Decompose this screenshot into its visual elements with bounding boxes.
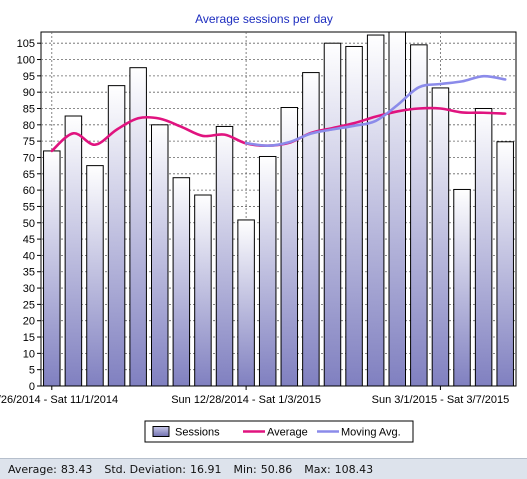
chart-svg: Average sessions per day 0 5 10 15 20 25 30 35 4… — [0, 12, 517, 443]
y-tick-label: 90 — [23, 87, 35, 99]
sessions-bar — [215, 125, 234, 387]
sessions-bar — [151, 124, 169, 387]
x-tick-label: Sun 3/1/2015 - Sat 3/7/2015 — [372, 394, 510, 406]
y-tick-label: 75 — [23, 136, 35, 148]
status-bar: Average: 83.43 Std. Deviation: 16.91 Min: 5… — [0, 458, 527, 479]
y-tick-label: 100 — [17, 55, 35, 67]
moving-avg-line — [244, 74, 507, 148]
sessions-bar — [474, 107, 493, 387]
y-tick-label: 45 — [23, 234, 35, 246]
y-tick-label: 35 — [23, 267, 35, 279]
x-tick-label: Sun 12/28/2014 - Sat 1/3/2015 — [171, 394, 321, 406]
stat-max-label: Max: — [304, 462, 331, 476]
sessions-bar — [345, 45, 363, 387]
sessions-bar — [172, 177, 191, 387]
y-tick-label: 60 — [23, 185, 35, 197]
sessions-bar — [453, 188, 471, 387]
stat-min: Min: 50.86 — [233, 463, 292, 476]
bars-layer — [43, 31, 514, 387]
y-tick-label: 40 — [23, 250, 35, 262]
sessions-bar — [86, 165, 104, 387]
sessions-bar — [366, 34, 385, 387]
sessions-bar — [323, 42, 342, 387]
y-tick-label: 10 — [23, 348, 35, 360]
stat-average-value: 83.43 — [60, 462, 93, 476]
sessions-bar — [496, 141, 514, 387]
stat-std-label: Std. Deviation: — [104, 462, 186, 476]
legend-swatch-sessions — [152, 426, 170, 437]
y-tick-label: 30 — [23, 283, 35, 295]
sessions-bar — [280, 107, 299, 387]
stat-average: Average: 83.43 — [8, 463, 92, 476]
y-tick-label: 80 — [23, 120, 35, 132]
sessions-bar — [194, 194, 212, 387]
sessions-bar — [43, 150, 61, 387]
y-tick-label: 25 — [23, 299, 35, 311]
legend-label: Moving Avg. — [341, 427, 401, 439]
sessions-bar — [237, 219, 255, 387]
sessions-bar — [129, 67, 147, 387]
legend-label: Sessions — [175, 427, 220, 439]
legend: Sessions Average Moving Avg. — [144, 420, 414, 443]
stat-std-deviation: Std. Deviation: 16.91 — [104, 463, 221, 476]
sessions-bar — [410, 44, 428, 387]
chart-title: Average sessions per day — [195, 12, 333, 26]
y-tick-label: 20 — [23, 316, 35, 328]
stat-min-label: Min: — [233, 462, 257, 476]
lines-layer — [50, 74, 507, 153]
sessions-bar — [107, 85, 126, 387]
y-tick-label: 50 — [23, 218, 35, 230]
y-tick-label: 65 — [23, 169, 35, 181]
stat-max-value: 108.43 — [334, 462, 374, 476]
y-tick-label: 55 — [23, 201, 35, 213]
y-tick-label: 70 — [23, 152, 35, 164]
legend-label: Average — [267, 427, 308, 439]
stat-average-label: Average: — [8, 462, 57, 476]
y-tick-label: 85 — [23, 103, 35, 115]
stat-min-value: 50.86 — [260, 462, 293, 476]
y-tick-label: 95 — [23, 71, 35, 83]
sessions-bar — [64, 115, 83, 387]
stat-max: Max: 108.43 — [304, 463, 373, 476]
y-tick-label: 5 — [29, 365, 35, 377]
y-tick-label: 15 — [23, 332, 35, 344]
sessions-bar — [431, 87, 450, 387]
axis-layer: 0 5 10 15 20 25 30 35 40 45 50 55 60 65 70 75 80 85 90 95 10… — [0, 38, 509, 406]
chart-area: Average sessions per day 0 5 10 15 20 25 30 35 4… — [0, 12, 517, 443]
sessions-bar — [302, 72, 320, 387]
x-tick-label: 10/26/2014 - Sat 11/1/2014 — [0, 394, 118, 406]
sessions-bar — [258, 155, 277, 387]
sessions-bar — [388, 31, 406, 387]
stat-std-value: 16.91 — [189, 462, 222, 476]
y-tick-label: 105 — [17, 38, 35, 50]
legend-box — [144, 420, 414, 443]
y-tick-label: 0 — [29, 381, 35, 393]
